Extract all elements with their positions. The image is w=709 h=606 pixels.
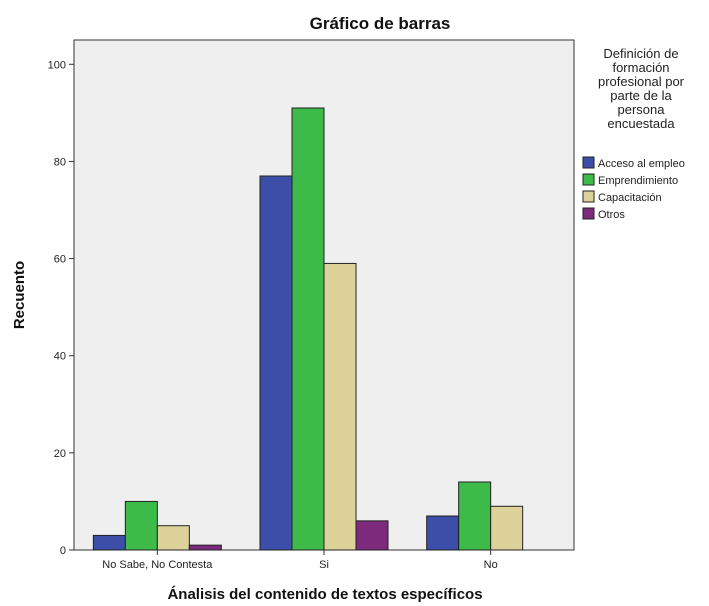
legend-swatch [582,173,595,186]
chart-title: Gráfico de barras [310,14,451,33]
legend-swatch [582,156,595,169]
legend-title-line: encuestada [607,116,675,131]
y-axis-title: Recuento [11,261,28,329]
y-tick-label: 20 [54,448,66,460]
x-tick-label: No Sabe, No Contesta [102,559,213,571]
bar [355,520,389,551]
legend-label: Acceso al empleo [598,158,685,170]
legend-title-line: parte de la [610,88,672,103]
legend-label: Emprendimiento [598,175,678,187]
y-tick-label: 0 [60,545,66,557]
y-axis: 0 20 40 60 80 100 [48,59,74,557]
y-tick-label: 60 [54,254,66,266]
x-tick-label: No [484,559,498,571]
legend-swatch [582,207,595,220]
legend-title-line: Definición de [603,46,678,61]
x-axis-title: Ánalisis del contenido de textos específ… [167,586,482,603]
bar [124,500,158,551]
y-tick-label: 80 [54,156,66,168]
legend-label: Capacitación [598,192,662,204]
legend-swatch [582,190,595,203]
x-tick-label: Si [319,559,329,571]
y-tick-label: 100 [48,59,66,71]
bars-group [92,107,524,551]
legend-label: Otros [598,209,625,221]
y-tick-label: 40 [54,351,66,363]
bar [291,107,325,551]
bar [490,505,524,551]
bar [156,525,190,551]
bar [323,262,357,551]
bar [426,515,460,551]
bar [259,175,293,551]
bar [188,544,222,551]
legend-title-line: formación [612,60,669,75]
bar [92,534,126,551]
legend-title-line: profesional por [598,74,685,89]
legend-title-line: persona [618,102,666,117]
x-axis: No Sabe, No Contesta Si No [102,550,498,571]
bar [458,481,492,551]
